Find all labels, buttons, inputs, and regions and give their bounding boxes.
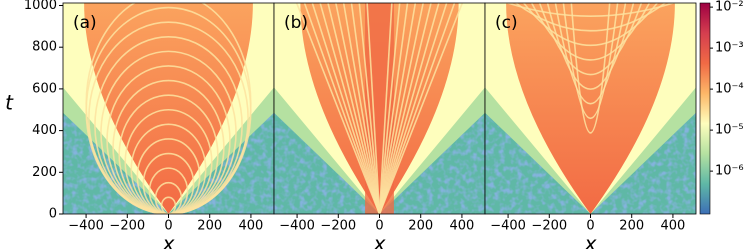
y-tick-label: 600	[32, 81, 57, 96]
colorbar-tick-label: 10⁻³	[715, 41, 744, 56]
colorbar-tick-label: 10⁻⁶	[715, 164, 744, 179]
ring	[154, 181, 183, 214]
cone	[506, 3, 675, 214]
ring	[100, 50, 237, 214]
x-tick-label: 400	[661, 219, 686, 234]
ray	[378, 3, 393, 214]
x-axis-label: x	[584, 232, 597, 249]
panel	[485, 3, 696, 214]
ray	[378, 3, 456, 214]
x-tick-label: −200	[320, 219, 356, 234]
parabola	[538, 3, 643, 76]
y-tick-label: 200	[32, 165, 57, 180]
y-tick-label: 800	[32, 40, 57, 55]
ring	[160, 196, 177, 214]
ray	[358, 3, 381, 214]
ring	[88, 21, 249, 214]
ray	[366, 3, 381, 214]
panel-label: (a)	[73, 13, 97, 33]
x-tick-label: 0	[164, 219, 172, 234]
x-axis-label: x	[162, 232, 175, 249]
ray	[335, 3, 381, 214]
x-tick-label: 0	[586, 219, 594, 234]
panel-label: (b)	[284, 13, 308, 33]
cone	[84, 3, 253, 214]
ray	[378, 3, 440, 214]
ray	[378, 3, 432, 214]
noise-texture	[274, 112, 485, 214]
ring	[142, 152, 195, 214]
x-tick-label: 400	[450, 219, 475, 234]
colorbar-tick-label: 10⁻⁴	[715, 82, 744, 97]
x-tick-label: 200	[408, 219, 433, 234]
x-tick-label: −400	[68, 219, 104, 234]
x-tick-label: 200	[197, 219, 222, 234]
ray	[378, 3, 409, 214]
parabola	[506, 3, 675, 4]
x-tick-label: 400	[239, 219, 264, 234]
parabola	[515, 3, 666, 32]
noise-texture	[485, 112, 696, 214]
ring	[118, 94, 219, 214]
ray	[319, 3, 381, 214]
parabola	[523, 3, 658, 47]
ring	[130, 123, 207, 214]
x-tick-label: 0	[375, 219, 383, 234]
x-axis-label: x	[373, 232, 386, 249]
ray	[327, 3, 381, 214]
parabola	[570, 3, 611, 134]
parabola	[562, 3, 619, 119]
ray	[378, 3, 424, 214]
panel	[274, 3, 485, 214]
y-axis-label: t	[5, 91, 14, 115]
ray	[311, 3, 381, 214]
parabola	[506, 3, 675, 4]
parabola	[506, 3, 675, 4]
ring	[85, 3, 252, 214]
ray	[303, 3, 381, 214]
x-tick-label: −400	[490, 219, 526, 234]
ray	[342, 3, 381, 214]
ray	[378, 3, 417, 214]
colorbar-tick-label: 10⁻⁵	[715, 123, 744, 138]
parabola	[506, 3, 675, 4]
y-tick-label: 400	[32, 123, 57, 138]
ray	[350, 3, 381, 214]
y-tick-label: 1000	[24, 0, 57, 13]
x-tick-label: −200	[109, 219, 145, 234]
ring	[106, 65, 231, 214]
parabola	[507, 3, 674, 17]
colorbar-tick-label: 10⁻²	[715, 0, 744, 15]
ray	[378, 3, 464, 214]
ray	[295, 3, 381, 214]
x-tick-label: −200	[531, 219, 567, 234]
parabola	[546, 3, 635, 90]
x-tick-label: −400	[279, 219, 315, 234]
ring	[112, 79, 225, 214]
x-tick-label: 200	[619, 219, 644, 234]
panel-label: (c)	[495, 13, 518, 33]
ray	[378, 3, 401, 214]
colorbar	[699, 2, 711, 215]
panel	[63, 3, 274, 214]
ray	[378, 3, 448, 214]
y-tick-label: 0	[49, 207, 57, 222]
